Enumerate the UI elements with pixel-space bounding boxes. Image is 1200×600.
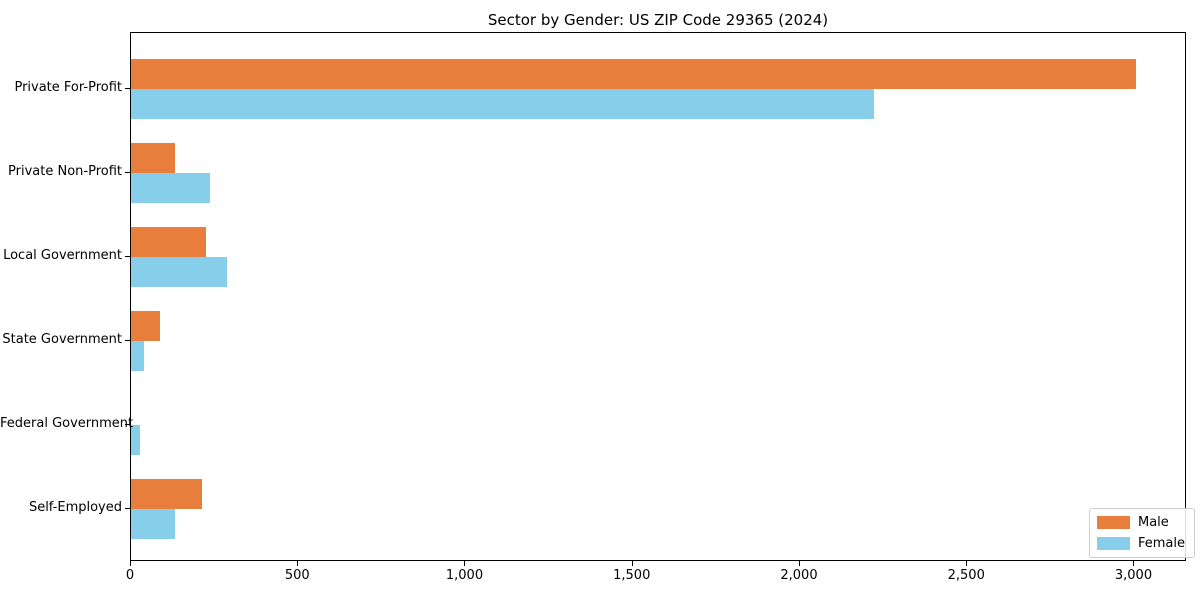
y-tick-label-local-government: Local Government: [3, 248, 122, 263]
legend-swatch-female: [1097, 537, 1130, 550]
y-tick-mark: [125, 172, 130, 173]
y-tick-label-self-employed: Self-Employed: [28, 500, 122, 515]
y-tick-label-private-non-profit: Private Non-Profit: [8, 164, 122, 179]
x-tick-label-1500: 1,500: [613, 568, 651, 583]
y-tick-mark: [125, 256, 130, 257]
x-tick-label-1000: 1,000: [445, 568, 484, 583]
bar-female-state-government: [131, 341, 144, 371]
y-tick-label-private-for-profit: Private For-Profit: [14, 80, 122, 95]
bar-male-private-for-profit: [131, 59, 1137, 89]
bar-male-private-non-profit: [131, 143, 176, 173]
bar-female-private-for-profit: [131, 89, 875, 119]
bar-female-self-employed: [131, 509, 176, 539]
x-tick-mark: [297, 561, 299, 566]
bar-male-state-government: [131, 311, 161, 341]
chart-title: Sector by Gender: US ZIP Code 29365 (202…: [487, 11, 829, 29]
y-tick-mark: [125, 508, 130, 509]
x-tick-mark: [966, 561, 968, 566]
x-tick-mark: [130, 561, 131, 566]
bar-male-self-employed: [131, 479, 203, 509]
y-tick-label-federal-government: Federal Government: [0, 416, 134, 431]
legend-swatch-male: [1097, 516, 1130, 529]
bar-female-federal-government: [131, 425, 140, 455]
bar-female-private-non-profit: [131, 173, 211, 203]
x-tick-label-3000: 3,000: [1114, 568, 1153, 583]
x-tick-mark: [631, 561, 633, 566]
plot-area: [130, 32, 1186, 561]
legend-item-female: Female: [1097, 536, 1185, 551]
x-tick-label-2500: 2,500: [947, 568, 985, 583]
x-tick-mark: [1133, 561, 1135, 566]
y-tick-mark: [125, 88, 130, 89]
x-tick-label-2000: 2,000: [780, 568, 818, 583]
bar-male-local-government: [131, 227, 207, 257]
legend-item-male: Male: [1097, 515, 1185, 530]
y-tick-mark: [125, 340, 130, 341]
x-tick-mark: [464, 561, 466, 566]
legend-label-female: Female: [1138, 536, 1186, 551]
y-tick-label-state-government: State Government: [2, 332, 122, 347]
x-tick-label-0: 0: [125, 568, 135, 583]
x-tick-mark: [798, 561, 800, 566]
y-tick-mark: [125, 424, 130, 425]
bar-female-local-government: [131, 257, 228, 287]
legend-label-male: Male: [1138, 515, 1169, 530]
x-tick-label-500: 500: [284, 568, 310, 583]
legend: Male Female: [1089, 508, 1196, 558]
